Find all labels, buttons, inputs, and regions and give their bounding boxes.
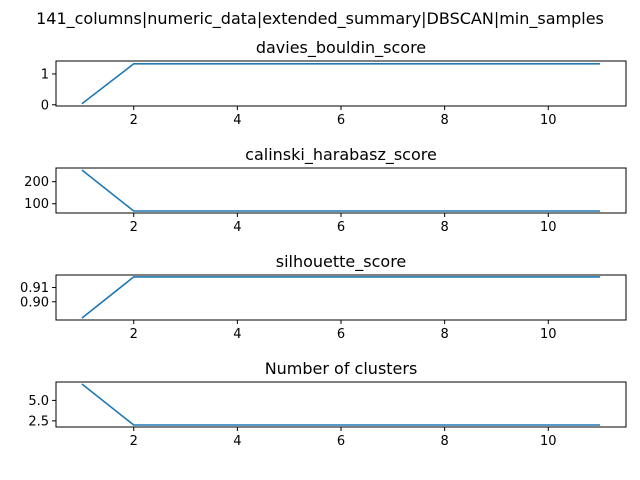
- x-tick-label: 8: [440, 434, 448, 449]
- subplot-4: Number of clusters 2 4 6 8 10 2.5 5.0: [28, 359, 627, 449]
- y-tick-label: 0: [41, 98, 49, 113]
- series-line: [81, 276, 601, 319]
- axes-frame: [55, 274, 627, 321]
- subplot-title: silhouette_score: [276, 252, 407, 272]
- x-tick-label: 6: [337, 220, 345, 235]
- subplot-title: davies_bouldin_score: [256, 38, 426, 58]
- y-tick-label: 100: [24, 197, 49, 212]
- y-tick-label: 200: [24, 175, 49, 190]
- series-line: [81, 383, 601, 426]
- axes-frame: [55, 60, 627, 107]
- x-tick-label: 2: [130, 434, 138, 449]
- y-tick-label: 1: [41, 67, 49, 82]
- x-tick-label: 8: [440, 220, 448, 235]
- subplot-3: silhouette_score 2 4 6 8 10 0.900.91: [20, 252, 627, 342]
- x-tick-label: 4: [233, 434, 241, 449]
- x-tick-label: 10: [540, 113, 557, 128]
- axes-frame: [55, 381, 627, 428]
- axes-frame: [55, 167, 627, 214]
- x-tick-label: 8: [440, 327, 448, 342]
- y-tick-label: 0.91: [20, 281, 49, 296]
- series-line: [81, 62, 601, 105]
- x-tick-label: 6: [337, 327, 345, 342]
- x-tick-label: 2: [130, 113, 138, 128]
- x-tick-label: 4: [233, 327, 241, 342]
- x-tick-label: 6: [337, 434, 345, 449]
- x-tick-label: 2: [130, 220, 138, 235]
- x-tick-label: 10: [540, 220, 557, 235]
- y-tick-label: 0.90: [20, 295, 49, 310]
- x-tick-label: 6: [337, 113, 345, 128]
- x-tick-label: 10: [540, 327, 557, 342]
- x-tick-label: 8: [440, 113, 448, 128]
- y-tick-label: 2.5: [28, 414, 49, 429]
- subplot-title: Number of clusters: [265, 359, 418, 378]
- x-tick-label: 2: [130, 327, 138, 342]
- figure-title: 141_columns|numeric_data|extended_summar…: [36, 9, 604, 29]
- series-line: [81, 169, 601, 212]
- x-tick-label: 10: [540, 434, 557, 449]
- subplot-1: davies_bouldin_score 2 4 6 8 10 0 1: [41, 38, 627, 128]
- x-tick-label: 4: [233, 113, 241, 128]
- y-tick-label: 5.0: [28, 394, 49, 409]
- subplot-2: calinski_harabasz_score 2 4 6 8 10 100 200: [24, 145, 627, 235]
- subplot-title: calinski_harabasz_score: [245, 145, 437, 165]
- x-tick-label: 4: [233, 220, 241, 235]
